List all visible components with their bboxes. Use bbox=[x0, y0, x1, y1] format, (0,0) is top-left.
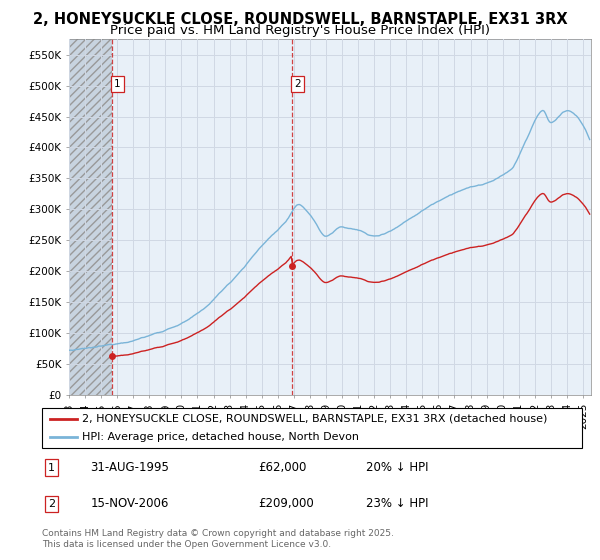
Text: 2, HONEYSUCKLE CLOSE, ROUNDSWELL, BARNSTAPLE, EX31 3RX: 2, HONEYSUCKLE CLOSE, ROUNDSWELL, BARNST… bbox=[32, 12, 568, 27]
Text: 1: 1 bbox=[48, 463, 55, 473]
Text: HPI: Average price, detached house, North Devon: HPI: Average price, detached house, Nort… bbox=[83, 432, 359, 442]
Text: 15-NOV-2006: 15-NOV-2006 bbox=[91, 497, 169, 511]
Text: 23% ↓ HPI: 23% ↓ HPI bbox=[366, 497, 428, 511]
Text: Price paid vs. HM Land Registry's House Price Index (HPI): Price paid vs. HM Land Registry's House … bbox=[110, 24, 490, 36]
Text: 2, HONEYSUCKLE CLOSE, ROUNDSWELL, BARNSTAPLE, EX31 3RX (detached house): 2, HONEYSUCKLE CLOSE, ROUNDSWELL, BARNST… bbox=[83, 414, 548, 423]
Text: £209,000: £209,000 bbox=[258, 497, 314, 511]
FancyBboxPatch shape bbox=[42, 408, 582, 448]
Text: 1: 1 bbox=[114, 78, 121, 88]
Bar bbox=[69, 39, 112, 395]
Text: 31-AUG-1995: 31-AUG-1995 bbox=[91, 461, 169, 474]
Text: 20% ↓ HPI: 20% ↓ HPI bbox=[366, 461, 428, 474]
Text: £62,000: £62,000 bbox=[258, 461, 307, 474]
Text: Contains HM Land Registry data © Crown copyright and database right 2025.
This d: Contains HM Land Registry data © Crown c… bbox=[42, 529, 394, 549]
Text: 2: 2 bbox=[48, 499, 55, 509]
Text: 2: 2 bbox=[294, 78, 301, 88]
